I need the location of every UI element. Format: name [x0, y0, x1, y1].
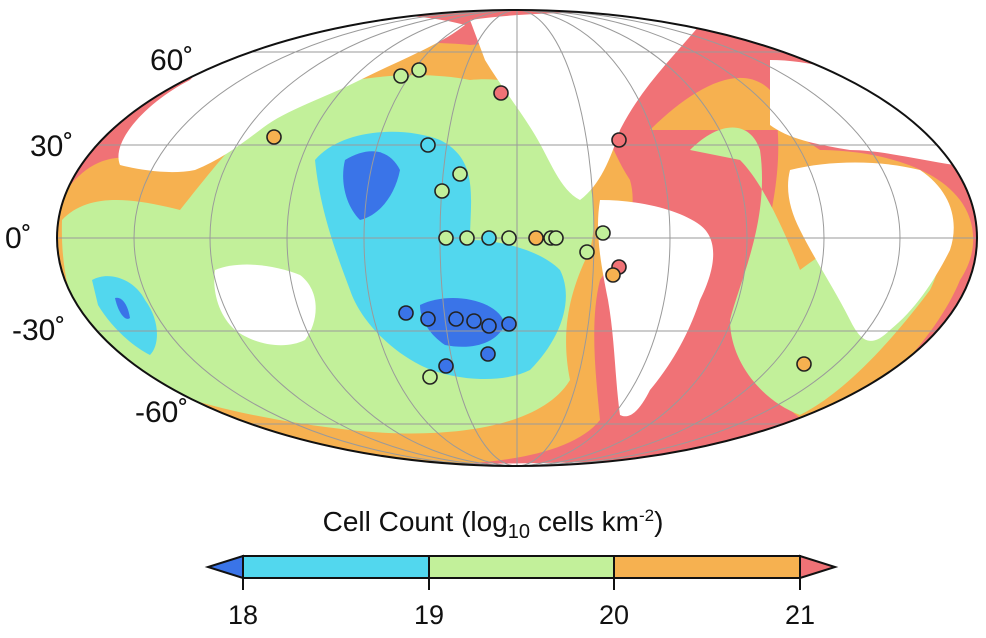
lat-label-minus-30: -30˚ [12, 314, 66, 347]
ocean-band-under-18-sw [115, 297, 130, 319]
lat-label-60: 60˚ [150, 44, 194, 77]
sample-site [548, 230, 564, 246]
sample-sites [266, 62, 812, 385]
sample-site [452, 166, 468, 182]
sample-site [438, 230, 454, 246]
sample-site [481, 230, 497, 246]
colorbar-bin-19-20 [428, 555, 615, 579]
land-australia [214, 264, 316, 346]
sample-site [611, 132, 627, 148]
sample-site [411, 62, 427, 78]
colorbar-over-arrow [799, 554, 839, 580]
sample-site [393, 68, 409, 84]
ocean-band-19-20-atlantic [690, 127, 939, 415]
sample-site [420, 137, 436, 153]
sample-site [438, 358, 454, 374]
lat-label-30: 30˚ [30, 130, 74, 163]
sample-site [481, 318, 497, 334]
colorbar-bin-20-21 [613, 555, 801, 579]
sample-site [448, 311, 464, 327]
land-eurasia [118, 13, 465, 173]
sample-site [605, 267, 621, 283]
sample-site [466, 313, 482, 329]
sample-site [595, 225, 611, 241]
colorbar-under-arrow [204, 554, 244, 580]
land-north-america [470, 13, 700, 201]
colorbar-title: Cell Count (log10 cells km-2) [322, 506, 664, 543]
colorbar-bin-18-19 [242, 555, 430, 579]
colorbar-tick-label: 19 [413, 600, 445, 630]
colorbar [204, 554, 839, 580]
sample-site [796, 356, 812, 372]
sample-site [501, 230, 517, 246]
sample-site [493, 85, 509, 101]
sample-site [422, 369, 438, 385]
sample-site [434, 183, 450, 199]
sample-site [480, 346, 496, 362]
sample-site [528, 230, 544, 246]
lat-label-0: 0˚ [5, 222, 32, 255]
map-globe [57, 10, 977, 466]
colorbar-tick-label: 18 [227, 600, 259, 630]
lat-label-minus-60: -60˚ [135, 396, 189, 429]
ocean-band-under-18 [343, 151, 400, 220]
land-south-america [597, 200, 714, 417]
colorbar-tick-label: 21 [784, 600, 816, 630]
land-africa [788, 162, 954, 341]
colorbar-tick-label: 20 [598, 600, 630, 630]
sample-site [579, 244, 595, 260]
colorbar-ticks [242, 578, 801, 590]
sample-site [459, 230, 475, 246]
sample-site [501, 316, 517, 332]
sample-site [398, 305, 414, 321]
sample-site [266, 129, 282, 145]
globe-outline [56, 9, 978, 467]
land-europe [770, 60, 957, 165]
sample-site [420, 311, 436, 327]
